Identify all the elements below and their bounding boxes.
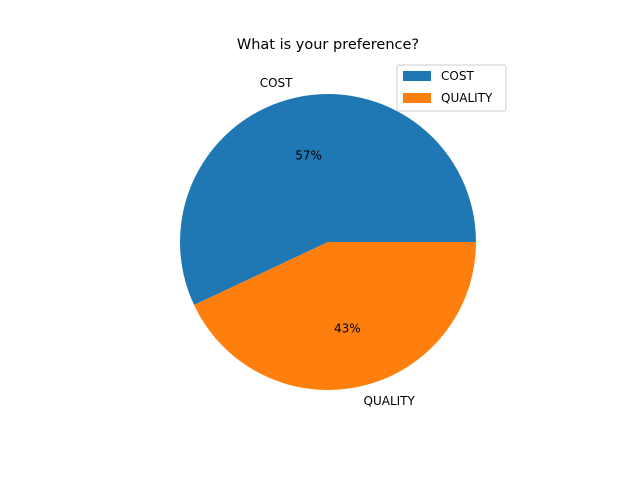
legend-swatch-quality xyxy=(403,93,431,103)
legend-label-quality: QUALITY xyxy=(441,91,493,105)
legend-swatch-cost xyxy=(403,71,431,81)
pie-slice-quality xyxy=(194,242,476,390)
slice-label-quality: QUALITY xyxy=(364,394,416,408)
pie-slice-cost xyxy=(180,94,477,306)
legend: COST QUALITY xyxy=(396,64,507,112)
slice-label-cost: COST xyxy=(260,76,293,90)
percent-label-cost: 57% xyxy=(295,148,322,162)
chart-title: What is your preference? xyxy=(237,37,419,53)
legend-label-cost: COST xyxy=(441,69,474,83)
percent-label-quality: 43% xyxy=(334,322,361,336)
pie-slices xyxy=(180,94,477,390)
pie-labels: COST 57% QUALITY 43% xyxy=(260,76,416,408)
